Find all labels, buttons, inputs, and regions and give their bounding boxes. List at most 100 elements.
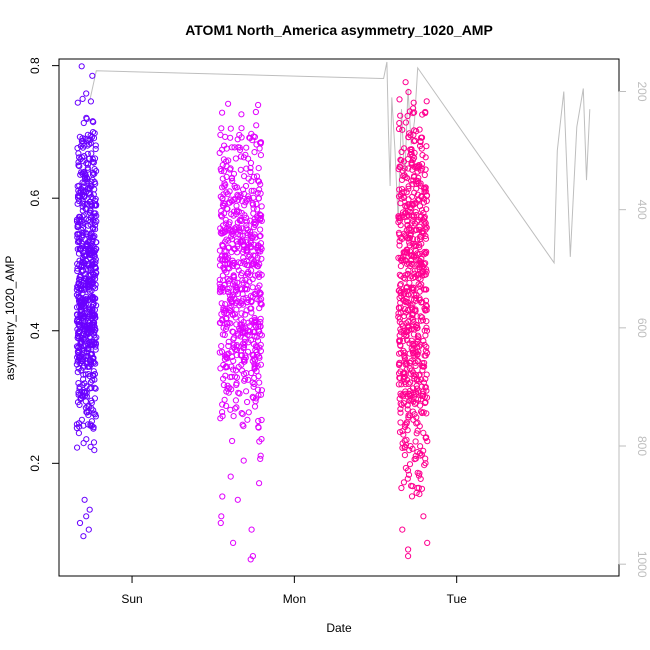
data-point xyxy=(82,275,90,282)
data-point xyxy=(249,553,256,560)
data-point xyxy=(91,395,99,402)
data-point xyxy=(416,288,423,295)
data-point xyxy=(227,473,234,480)
data-point xyxy=(77,294,84,301)
data-point xyxy=(86,186,93,193)
data-point xyxy=(89,372,97,379)
data-point xyxy=(233,238,240,245)
data-point xyxy=(414,351,421,358)
data-point xyxy=(218,288,225,295)
data-point xyxy=(248,130,255,137)
data-point xyxy=(225,254,232,261)
data-point xyxy=(83,389,90,397)
data-point xyxy=(422,297,430,304)
data-point xyxy=(238,324,245,331)
data-point xyxy=(92,285,99,292)
data-point xyxy=(225,100,232,107)
data-point xyxy=(238,217,245,224)
data-point xyxy=(418,408,425,415)
data-point xyxy=(401,288,408,295)
data-point xyxy=(254,189,261,196)
data-point xyxy=(89,295,96,302)
data-point xyxy=(247,233,254,240)
data-point xyxy=(396,271,403,278)
points-layer xyxy=(73,63,431,563)
data-point xyxy=(235,389,242,396)
right-tick-label: 200 xyxy=(635,81,649,101)
data-point xyxy=(398,320,405,327)
data-point xyxy=(74,369,81,376)
data-point xyxy=(421,352,428,359)
data-point xyxy=(75,380,82,387)
data-point xyxy=(84,164,91,171)
data-point xyxy=(235,231,242,238)
data-point xyxy=(83,393,91,400)
data-point xyxy=(242,276,249,284)
data-point xyxy=(83,513,90,520)
data-point xyxy=(88,150,95,157)
data-point xyxy=(395,310,402,317)
data-point xyxy=(93,302,100,309)
data-point xyxy=(397,282,404,289)
data-point xyxy=(423,434,430,441)
data-point xyxy=(410,274,417,281)
data-point xyxy=(86,141,93,148)
data-point xyxy=(89,118,96,125)
data-point xyxy=(249,351,256,358)
data-point xyxy=(410,177,417,184)
data-point xyxy=(411,227,418,234)
data-point xyxy=(404,221,411,229)
chart-title: ATOM1 North_America asymmetry_1020_AMP xyxy=(185,22,493,38)
data-point xyxy=(241,190,248,197)
data-point xyxy=(218,343,225,350)
data-point xyxy=(248,309,255,316)
data-point xyxy=(87,379,95,386)
data-point xyxy=(244,196,251,203)
data-point xyxy=(248,526,255,533)
data-point xyxy=(78,347,86,354)
data-point xyxy=(406,108,413,115)
data-point xyxy=(217,193,224,200)
data-point xyxy=(230,341,238,348)
data-point xyxy=(423,410,430,417)
y-tick-label: 0.2 xyxy=(28,455,42,472)
data-point xyxy=(87,361,95,368)
data-point xyxy=(219,195,226,202)
data-point xyxy=(246,252,253,259)
data-point xyxy=(405,414,412,421)
data-point xyxy=(411,189,418,196)
data-point xyxy=(254,271,261,278)
data-point xyxy=(257,347,264,355)
data-point xyxy=(238,111,245,118)
data-point xyxy=(219,162,226,169)
data-point xyxy=(405,322,412,329)
data-point xyxy=(91,251,98,258)
data-point xyxy=(87,252,94,259)
data-point xyxy=(404,218,411,225)
data-point xyxy=(397,263,404,270)
data-point xyxy=(405,471,413,478)
data-point xyxy=(419,390,427,397)
data-point xyxy=(411,267,418,274)
data-point xyxy=(247,243,254,250)
data-point xyxy=(226,277,233,284)
data-point xyxy=(241,358,248,365)
data-point xyxy=(423,286,430,293)
data-point xyxy=(423,387,430,394)
data-point xyxy=(90,354,97,361)
data-point xyxy=(409,347,416,354)
data-point xyxy=(241,338,248,345)
data-point xyxy=(423,206,430,213)
data-point xyxy=(414,469,421,476)
data-point xyxy=(397,234,404,242)
data-point xyxy=(404,406,411,413)
data-point xyxy=(254,206,261,213)
data-point xyxy=(83,315,90,322)
data-point xyxy=(396,96,403,103)
data-point xyxy=(74,234,81,241)
data-point xyxy=(250,260,257,267)
data-point xyxy=(241,212,248,219)
data-point xyxy=(250,241,257,248)
data-point xyxy=(408,337,415,344)
data-point xyxy=(398,186,406,193)
